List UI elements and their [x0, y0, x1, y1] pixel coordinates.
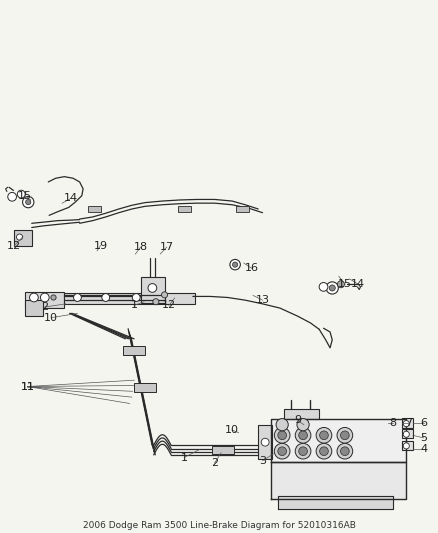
Bar — [402, 418, 413, 428]
Text: 15: 15 — [338, 279, 352, 289]
Circle shape — [319, 282, 328, 291]
Text: 11: 11 — [20, 382, 34, 392]
Text: 19: 19 — [93, 240, 108, 251]
Circle shape — [26, 199, 31, 205]
Circle shape — [299, 431, 307, 440]
Bar — [123, 346, 145, 355]
Text: 8: 8 — [390, 418, 397, 428]
Circle shape — [51, 295, 56, 300]
Circle shape — [8, 192, 17, 201]
Text: 16: 16 — [245, 263, 259, 273]
Circle shape — [153, 298, 159, 305]
Circle shape — [299, 447, 307, 456]
Circle shape — [274, 443, 290, 459]
Text: 2006 Dodge Ram 3500 Line-Brake Diagram for 52010316AB: 2006 Dodge Ram 3500 Line-Brake Diagram f… — [82, 521, 356, 530]
Circle shape — [278, 447, 286, 456]
Bar — [134, 383, 156, 392]
Circle shape — [233, 262, 238, 267]
Text: 12: 12 — [162, 301, 176, 310]
Circle shape — [274, 427, 290, 443]
Circle shape — [316, 443, 332, 459]
Circle shape — [278, 431, 286, 440]
Circle shape — [162, 292, 168, 298]
Text: 1: 1 — [131, 301, 138, 310]
Polygon shape — [278, 496, 393, 510]
Circle shape — [340, 447, 349, 456]
Bar — [284, 409, 319, 419]
Circle shape — [261, 438, 269, 446]
Bar — [402, 429, 413, 439]
Circle shape — [17, 234, 23, 240]
Bar — [88, 206, 102, 212]
Bar — [64, 293, 165, 304]
Text: 10: 10 — [225, 425, 239, 435]
Circle shape — [295, 427, 311, 443]
Circle shape — [403, 421, 410, 427]
Circle shape — [403, 431, 410, 437]
Circle shape — [276, 418, 288, 431]
Circle shape — [403, 443, 410, 449]
Circle shape — [230, 260, 240, 270]
Circle shape — [337, 281, 344, 288]
Circle shape — [337, 443, 353, 459]
Text: 1: 1 — [180, 453, 187, 463]
Circle shape — [316, 427, 332, 443]
Circle shape — [340, 431, 349, 440]
Text: 15: 15 — [18, 191, 32, 201]
Circle shape — [329, 285, 335, 291]
Text: 13: 13 — [255, 295, 269, 305]
Text: 9: 9 — [294, 415, 301, 425]
Bar — [25, 300, 42, 316]
Circle shape — [132, 294, 140, 302]
Text: 6: 6 — [420, 418, 427, 428]
Text: 10: 10 — [44, 313, 58, 322]
Text: 11: 11 — [20, 382, 34, 392]
Circle shape — [74, 294, 81, 302]
Circle shape — [326, 282, 338, 294]
Bar — [237, 206, 250, 212]
Circle shape — [320, 447, 328, 456]
Circle shape — [320, 431, 328, 440]
Circle shape — [40, 293, 49, 302]
Text: 2: 2 — [211, 458, 218, 468]
Circle shape — [148, 284, 157, 292]
Circle shape — [18, 190, 25, 198]
Circle shape — [23, 197, 34, 208]
Bar — [141, 277, 165, 303]
Bar — [258, 425, 272, 459]
Text: 18: 18 — [134, 242, 148, 252]
Bar — [178, 206, 191, 212]
Circle shape — [295, 443, 311, 459]
Text: 14: 14 — [64, 193, 78, 204]
Text: 2: 2 — [41, 302, 48, 312]
Bar — [212, 446, 234, 454]
Circle shape — [102, 294, 110, 302]
Bar — [165, 293, 195, 304]
Bar — [25, 292, 64, 308]
Text: 5: 5 — [420, 433, 427, 443]
Text: 3: 3 — [259, 456, 266, 466]
Text: 12: 12 — [7, 240, 21, 251]
Bar — [14, 230, 32, 246]
Polygon shape — [271, 419, 406, 462]
Circle shape — [29, 293, 38, 302]
Bar — [402, 441, 413, 450]
Text: 4: 4 — [420, 443, 427, 454]
Text: 17: 17 — [160, 242, 174, 252]
Polygon shape — [271, 462, 406, 499]
Circle shape — [297, 418, 309, 431]
Circle shape — [337, 427, 353, 443]
Text: 7: 7 — [405, 418, 412, 428]
Text: 14: 14 — [351, 279, 365, 289]
